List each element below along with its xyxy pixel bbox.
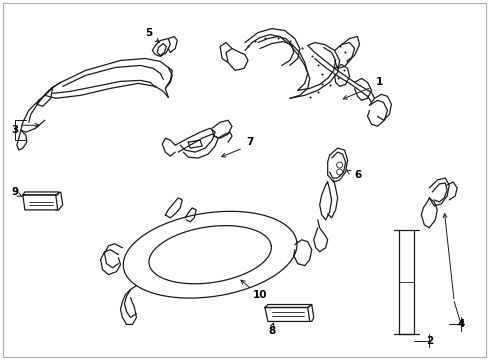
Text: 8: 8 [268, 327, 275, 336]
Text: 3: 3 [11, 125, 19, 135]
Text: 10: 10 [252, 289, 266, 300]
Text: 4: 4 [457, 319, 464, 329]
Text: 5: 5 [144, 28, 152, 37]
Text: 7: 7 [246, 137, 253, 147]
Text: 6: 6 [353, 170, 361, 180]
Text: 1: 1 [375, 77, 382, 87]
Text: 2: 2 [425, 336, 432, 346]
Text: 9: 9 [11, 187, 19, 197]
